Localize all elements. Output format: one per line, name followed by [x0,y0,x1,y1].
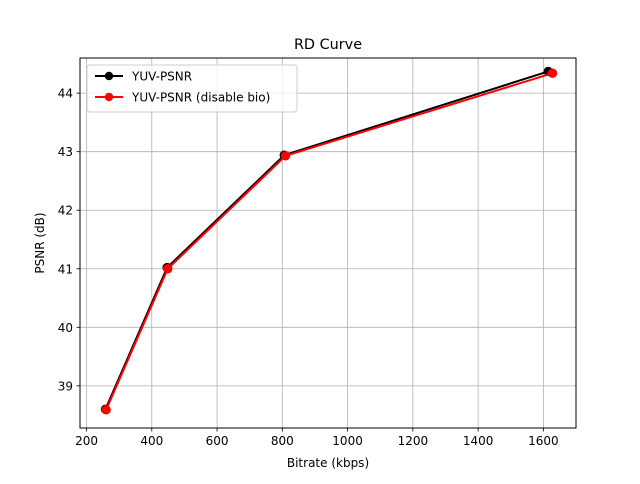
y-tick-label: 42 [58,204,73,218]
x-tick-label: 400 [140,434,163,448]
data-point [101,405,111,415]
y-tick-label: 39 [58,379,73,393]
x-tick-label: 600 [206,434,229,448]
data-point [547,68,558,78]
series-line [105,72,553,411]
plot-frame [79,57,577,429]
y-tick-label: 43 [58,145,73,159]
series-yuv-psnr-disable-bio [101,68,558,415]
axis-ticks: 200 400 600 800 1000 1200 1400 1600 39 40 41 42 43 44 [58,87,559,448]
y-axis-label: PSNR (dB) [33,212,47,273]
legend-marker [104,71,114,81]
x-tick-label: 1400 [463,434,494,448]
data-point [280,151,291,161]
legend-label: YUV-PSNR (disable bio) [131,91,270,105]
y-tick-label: 40 [58,321,73,335]
x-tick-label: 1000 [332,434,363,448]
legend: YUV-PSNR YUV-PSNR (disable bio) [86,64,298,113]
chart-title: RD Curve [294,37,362,53]
x-tick-label: 200 [75,434,98,448]
x-axis-label: Bitrate (kbps) [287,456,369,470]
data-point [163,264,173,274]
grid-lines [80,58,576,428]
x-tick-label: 1200 [398,434,429,448]
legend-marker [104,92,114,102]
x-tick-label: 800 [271,434,294,448]
plot-series [100,66,558,415]
legend-box [86,64,298,113]
x-tick-label: 1600 [528,434,559,448]
legend-label: YUV-PSNR [131,70,192,84]
y-tick-label: 44 [58,87,73,101]
y-tick-label: 41 [58,262,73,276]
